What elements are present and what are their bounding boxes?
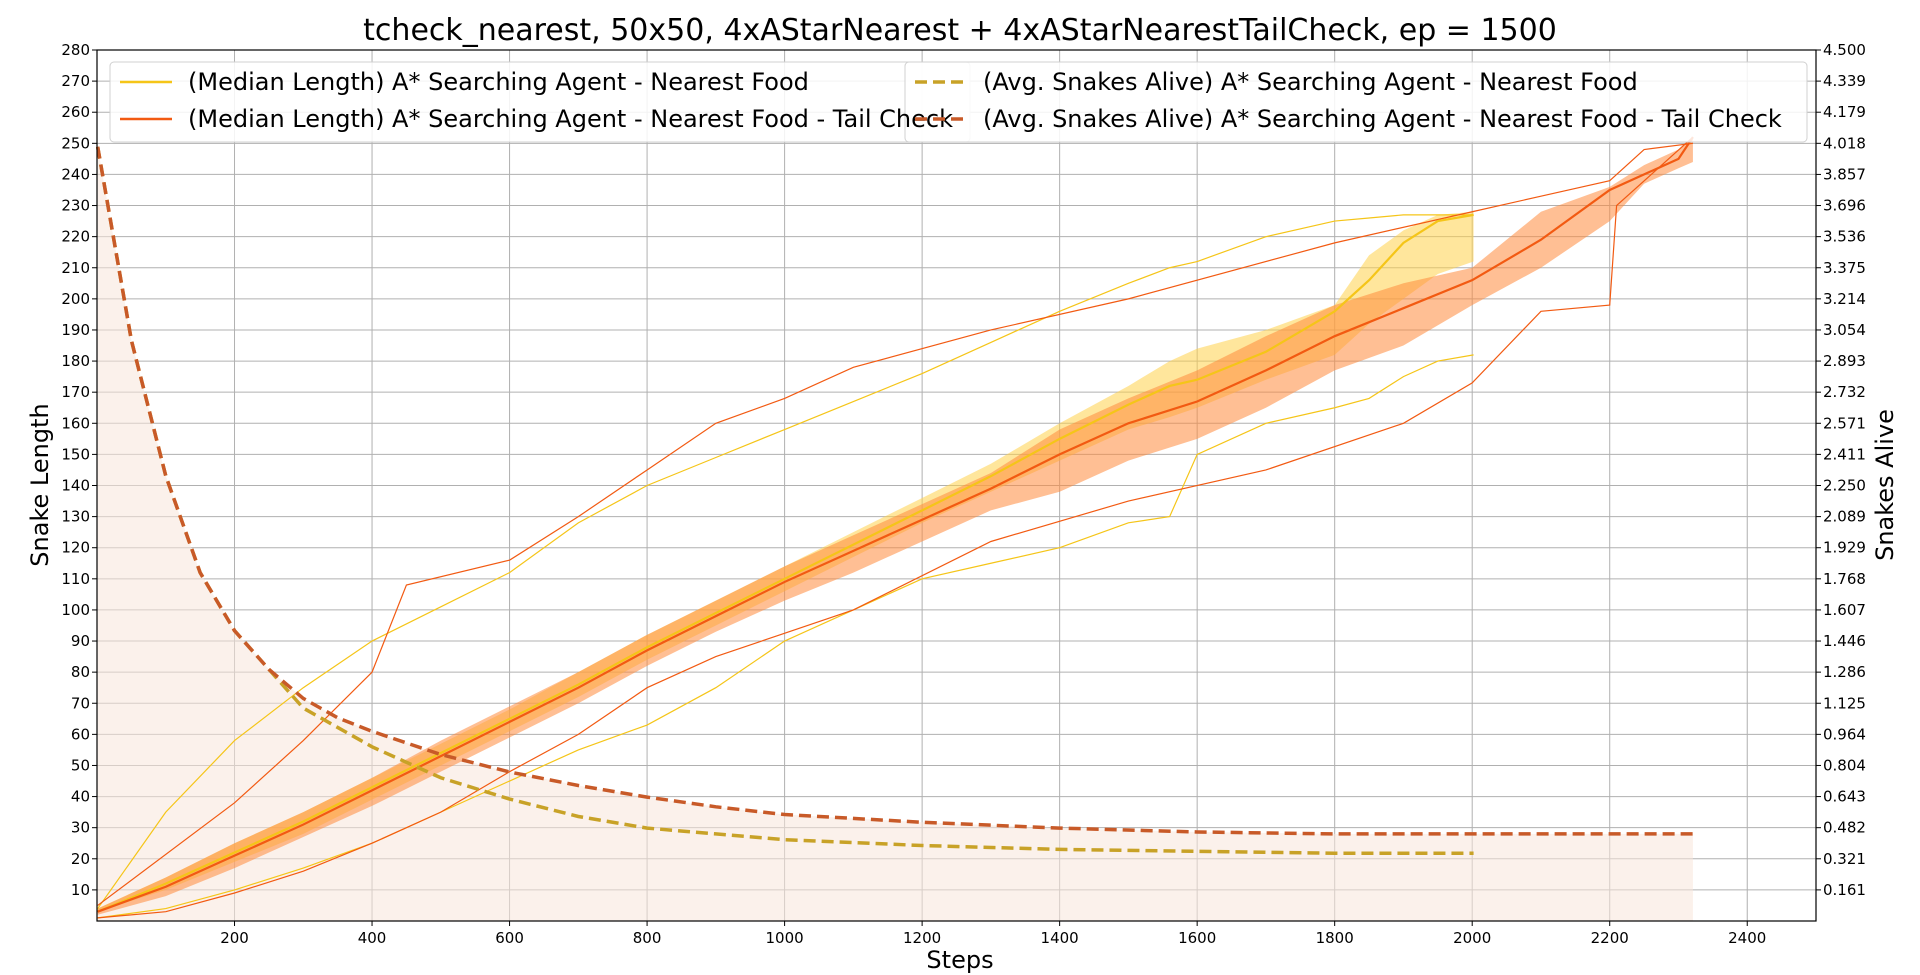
y-tick-label: 240 — [61, 165, 90, 183]
x-tick-label: 200 — [220, 929, 249, 947]
y-tick-label: 170 — [61, 383, 90, 401]
y2-tick-label: 0.964 — [1823, 725, 1866, 743]
y2-tick-label: 0.161 — [1823, 881, 1866, 899]
y-tick-label: 140 — [61, 477, 90, 495]
y2-tick-label: 3.857 — [1823, 165, 1866, 183]
median-line-nearest — [97, 213, 1474, 913]
y-tick-label: 190 — [61, 321, 90, 339]
y-tick-label: 40 — [71, 788, 90, 806]
y2-tick-label: 3.054 — [1823, 321, 1866, 339]
y2-tick-label: 1.446 — [1823, 632, 1866, 650]
alive-line-tail-check — [95, 146, 1693, 836]
y2-tick-label: 0.482 — [1823, 819, 1866, 837]
y2-tick-label: 4.018 — [1823, 134, 1866, 152]
x-axis-ticks: 200 400 600 800 1000 1200 1400 1600 1800 2000 2200… — [220, 921, 1766, 947]
series-lines — [95, 136, 1694, 919]
legend-label: (Median Length) A* Searching Agent - Nea… — [188, 105, 953, 133]
y-tick-label: 90 — [71, 632, 90, 650]
y2-tick-label: 1.125 — [1823, 694, 1866, 712]
y2-tick-label: 1.929 — [1823, 539, 1866, 557]
y-tick-label: 260 — [61, 103, 90, 121]
y-tick-label: 230 — [61, 197, 90, 215]
y-tick-label: 70 — [71, 694, 90, 712]
x-tick-label: 800 — [633, 929, 662, 947]
x-tick-label: 2000 — [1453, 929, 1491, 947]
x-axis-label: Steps — [926, 946, 993, 974]
y2-tick-label: 1.286 — [1823, 663, 1866, 681]
y-axis-ticks: 10 20 30 40 50 60 70 80 90 100 110 120 130 140 150 160 1… — [61, 41, 97, 899]
y-tick-label: 120 — [61, 539, 90, 557]
y-tick-label: 150 — [61, 445, 90, 463]
y2-tick-label: 2.089 — [1823, 508, 1866, 526]
y-tick-label: 160 — [61, 414, 90, 432]
y-tick-label: 80 — [71, 663, 90, 681]
max-line-nearest — [97, 214, 1474, 909]
x-tick-label: 600 — [495, 929, 524, 947]
y-tick-label: 50 — [71, 756, 90, 774]
y2-tick-label: 3.214 — [1823, 290, 1866, 308]
y-tick-label: 220 — [61, 228, 90, 246]
y-tick-label: 10 — [71, 881, 90, 899]
series-bands — [97, 137, 1693, 915]
chart-title: tcheck_nearest, 50x50, 4xAStarNearest + … — [363, 13, 1557, 48]
x-tick-label: 1800 — [1316, 929, 1354, 947]
x-tick-label: 400 — [358, 929, 387, 947]
legend: (Median Length) A* Searching Agent - Nea… — [109, 61, 1808, 143]
y2-tick-label: 0.321 — [1823, 850, 1866, 868]
x-tick-label: 2200 — [1591, 929, 1629, 947]
y2-tick-label: 2.893 — [1823, 352, 1866, 370]
y2-tick-label: 0.804 — [1823, 756, 1866, 774]
legend-box-right — [904, 61, 1808, 143]
y2-tick-label: 0.643 — [1823, 788, 1866, 806]
y2-tick-label: 3.536 — [1823, 228, 1866, 246]
y2-tick-label: 1.768 — [1823, 570, 1866, 588]
y-tick-label: 20 — [71, 850, 90, 868]
y-tick-label: 30 — [71, 819, 90, 837]
y-tick-label: 60 — [71, 725, 90, 743]
min-line-tail-check — [97, 136, 1694, 919]
y2-tick-label: 1.607 — [1823, 601, 1866, 619]
y2-axis-ticks: 0.161 0.321 0.482 0.643 0.804 0.964 1.125 1.286… — [1816, 41, 1866, 899]
iqr-band-nearest — [97, 211, 1474, 912]
y2-tick-label: 4.339 — [1823, 72, 1866, 90]
y-tick-label: 180 — [61, 352, 90, 370]
legend-label: (Avg. Snakes Alive) A* Searching Agent -… — [983, 105, 1782, 133]
y-tick-label: 130 — [61, 508, 90, 526]
y-tick-label: 250 — [61, 134, 90, 152]
legend-label: (Median Length) A* Searching Agent - Nea… — [188, 68, 809, 96]
y2-tick-label: 4.179 — [1823, 103, 1866, 121]
legend-label: (Avg. Snakes Alive) A* Searching Agent -… — [983, 68, 1638, 96]
x-tick-label: 1000 — [766, 929, 804, 947]
y-tick-label: 110 — [61, 570, 90, 588]
x-tick-label: 1600 — [1178, 929, 1216, 947]
y2-tick-label: 2.571 — [1823, 414, 1866, 432]
y-tick-label: 100 — [61, 601, 90, 619]
median-line-tail-check — [97, 136, 1694, 913]
y-axis-label: Snake Length — [26, 403, 54, 566]
y2-tick-label: 4.500 — [1823, 41, 1866, 59]
iqr-band-tail-check — [97, 137, 1693, 915]
y-tick-label: 200 — [61, 290, 90, 308]
y2-axis-label: Snakes Alive — [1871, 409, 1899, 561]
y-tick-label: 210 — [61, 259, 90, 277]
y2-tick-label: 3.696 — [1823, 197, 1866, 215]
x-tick-label: 1200 — [903, 929, 941, 947]
x-tick-label: 1400 — [1041, 929, 1079, 947]
max-line-tail-check — [97, 142, 1693, 906]
y2-tick-label: 2.732 — [1823, 383, 1866, 401]
y2-tick-label: 3.375 — [1823, 259, 1866, 277]
y2-tick-label: 2.411 — [1823, 445, 1866, 463]
y2-tick-label: 2.250 — [1823, 477, 1866, 495]
y-tick-label: 280 — [61, 41, 90, 59]
x-tick-label: 2400 — [1728, 929, 1766, 947]
y-tick-label: 270 — [61, 72, 90, 90]
